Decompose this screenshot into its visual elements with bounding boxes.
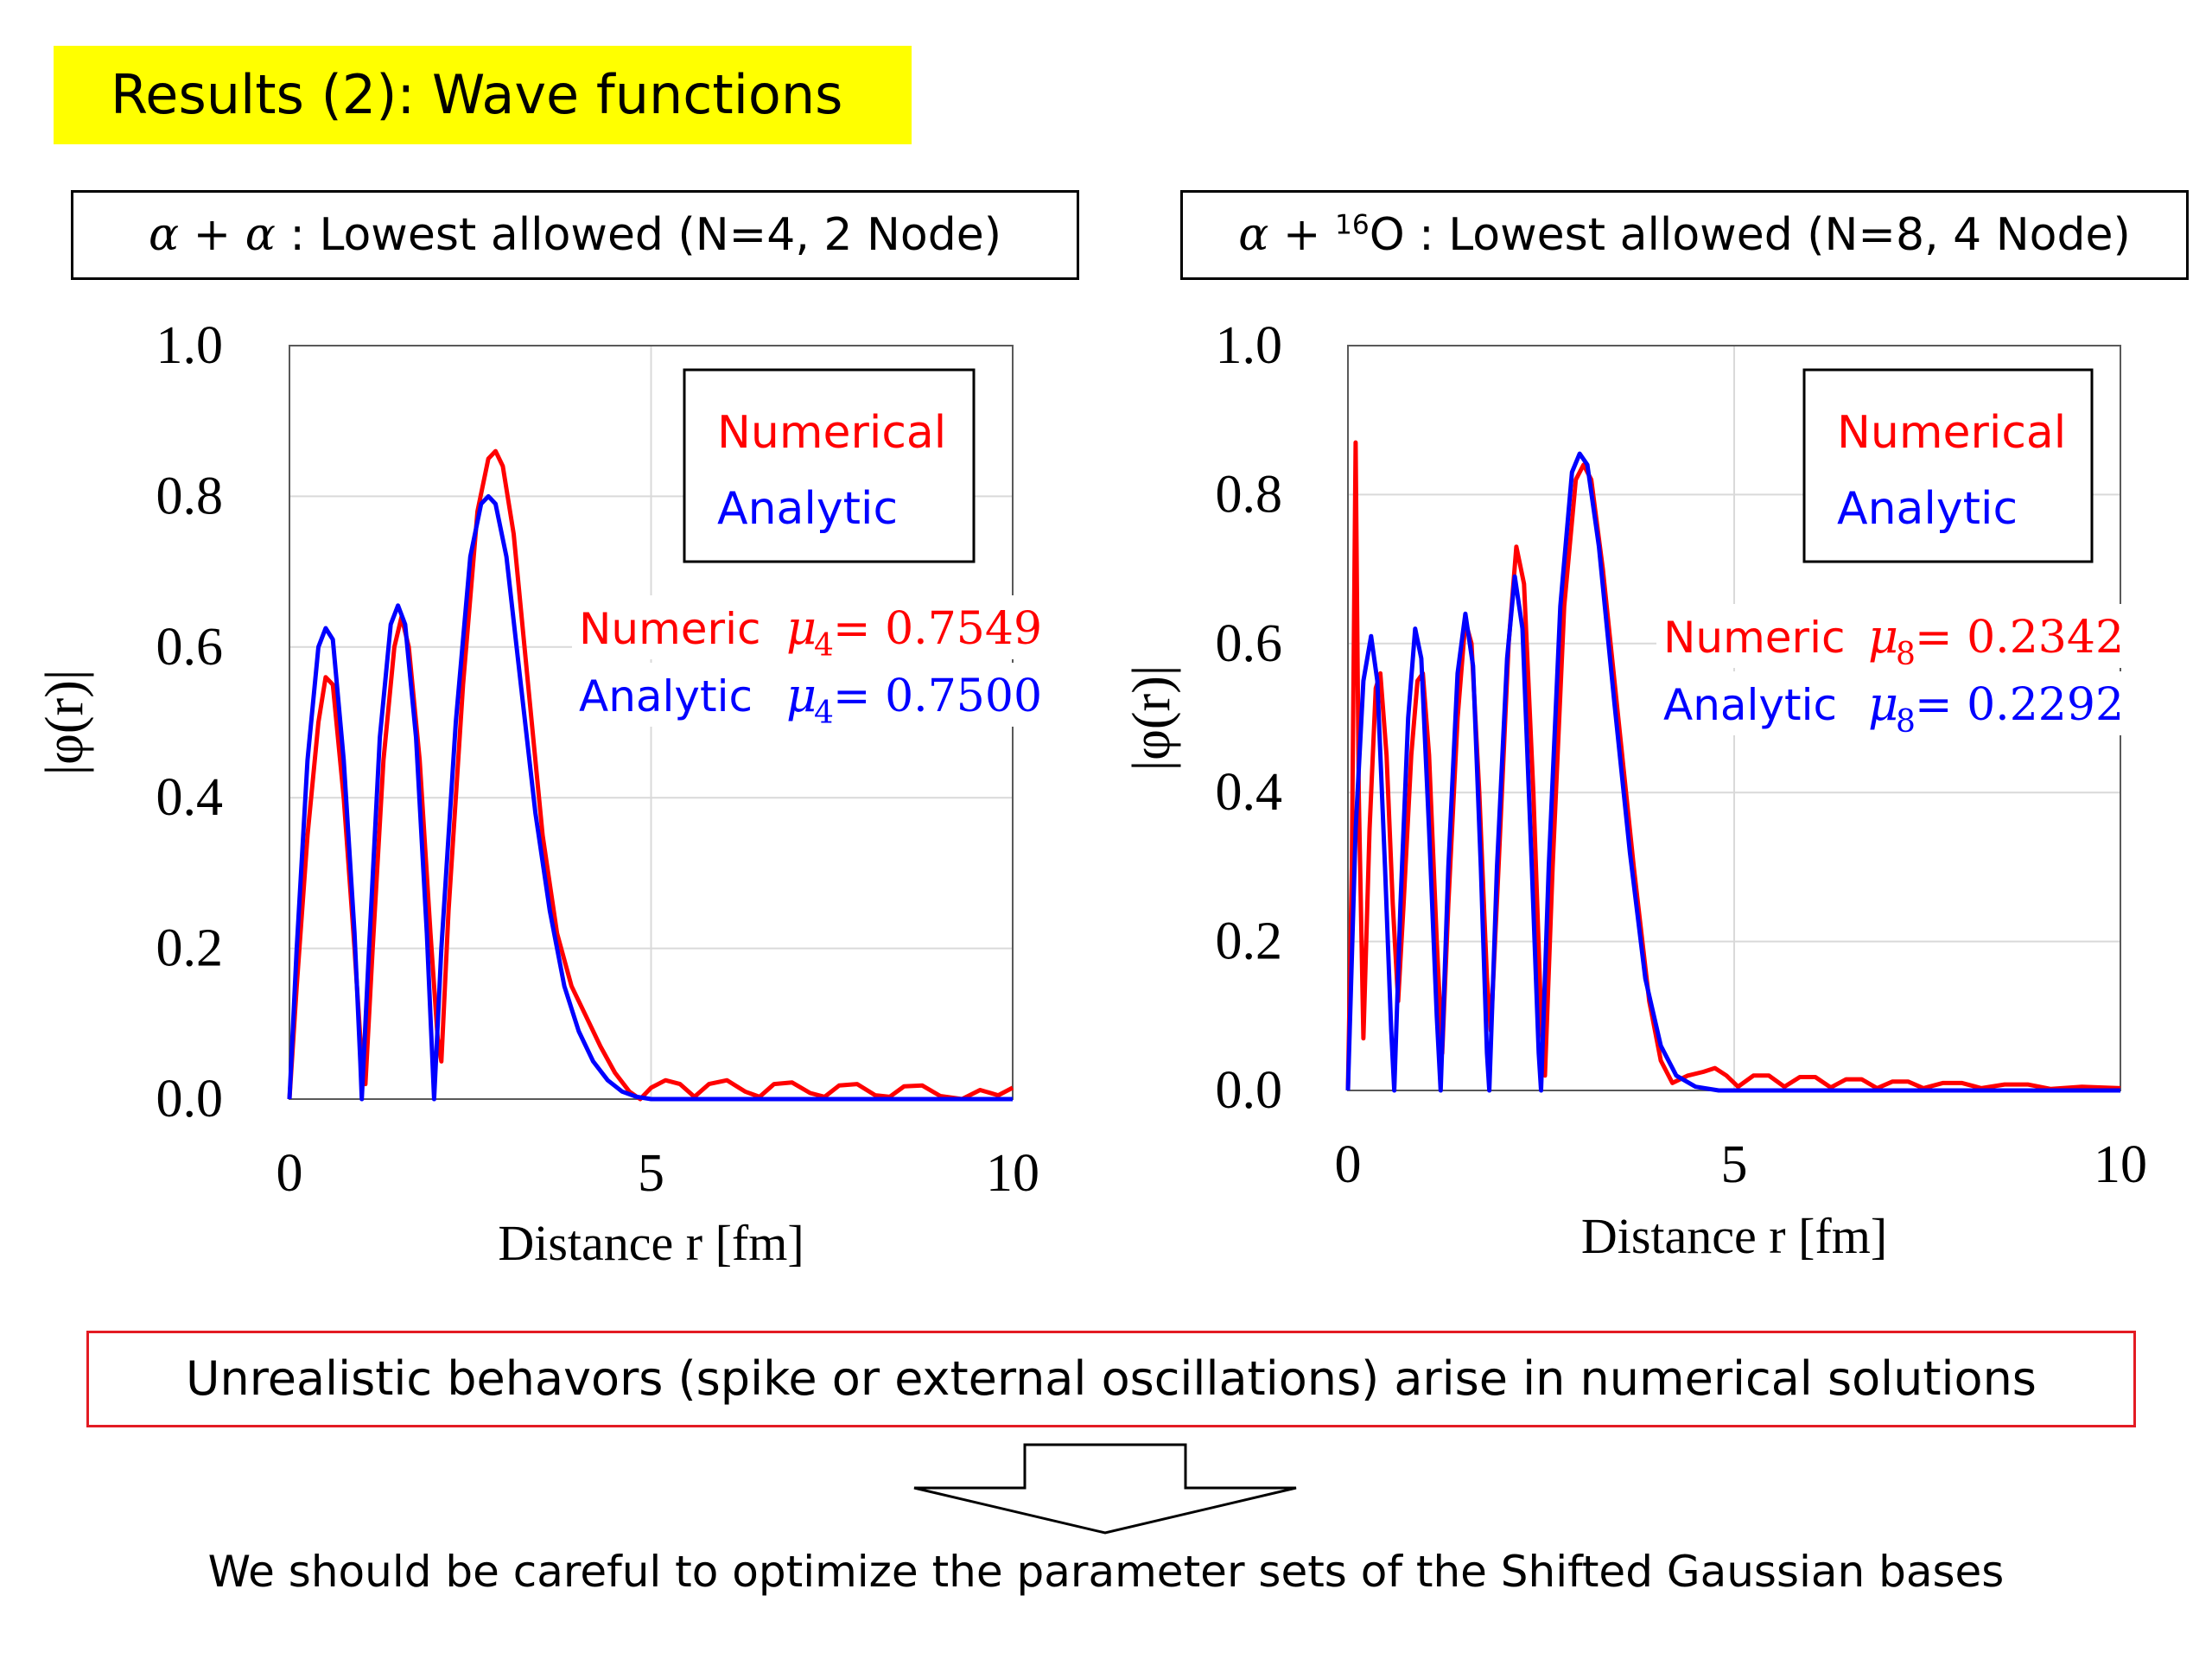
annotation-mu: μ [1868,677,1898,731]
x-tick-label: 0 [1335,1135,1362,1194]
annotation-background [1656,604,2175,668]
y-axis-label: |φ(r)| [1122,665,1181,772]
y-tick-label: 1.0 [156,316,224,375]
annotation-subscript: 8 [1896,637,1916,672]
annotation-background [572,595,1090,659]
chart-2: 0.0 0.2 0.4 0.6 0.8 1.0 0 5 10 Distance r [fm] |φ(… [1122,316,2175,1264]
caption-left-rest: : Lowest allowed (N=4, 2 Node) [275,209,1001,261]
x-axis-label: Distance r [fm] [1581,1208,1887,1264]
series-numerical [287,448,1014,1102]
y-tick-label: 0.2 [156,919,224,978]
x-tick-label: 0 [276,1144,303,1203]
legend-box [1802,368,2094,563]
caption-right-prefix: α + [1238,209,1335,261]
annotation-value: = 0.2342 [1915,612,2124,664]
legend-box [683,368,976,563]
annotation-mu: μ [786,668,817,722]
annotation-label: Analytic [1663,680,1837,730]
warning-note: Unrealistic behavors (spike or external … [86,1331,2136,1427]
y-tick-label: 0.0 [1216,1061,1283,1120]
x-tick-label: 10 [986,1144,1039,1203]
caption-right-superscript: 16 [1335,209,1370,241]
y-tick-label: 0.4 [1216,763,1283,822]
panel-caption-left: α + α : Lowest allowed (N=4, 2 Node) [71,190,1079,280]
panel-caption-right: α + 16O : Lowest allowed (N=8, 4 Node) [1180,190,2189,280]
caption-right-rest: O : Lowest allowed (N=8, 4 Node) [1369,209,2131,261]
conclusion-text: We should be careful to optimize the par… [207,1547,2005,1597]
legend-entry-numerical: Numerical [1837,407,2066,459]
x-axis-label: Distance r [fm] [498,1215,804,1271]
y-axis-label: |φ(r)| [35,670,94,776]
annotation-subscript: 4 [814,696,834,731]
series-analytic [1345,451,2120,1093]
annotation-label: Numeric [1663,613,1846,663]
annotation-background [572,663,1090,727]
series-analytic [287,493,1013,1102]
series-numerical [1345,440,2121,1091]
chart-1: 0.0 0.2 0.4 0.6 0.8 1.0 0 5 10 Distance r [fm] |φ(… [35,316,1090,1271]
caption-left-prefix: α + α [149,209,276,261]
y-tick-label: 0.2 [1216,912,1283,971]
legend-entry-analytic: Analytic [717,483,898,535]
annotation-background [1656,671,2175,735]
annotation-mu: μ [1868,609,1898,664]
x-tick-label: 5 [638,1144,664,1203]
annotation-value: = 0.7500 [833,671,1042,722]
y-tick-label: 0.8 [1216,465,1283,524]
y-tick-label: 0.8 [156,467,224,525]
annotation-value: = 0.7549 [833,603,1042,655]
legend-entry-analytic: Analytic [1837,483,2018,535]
annotation-value: = 0.2292 [1915,679,2124,731]
annotation-mu: μ [786,601,817,655]
annotation-subscript: 8 [1896,704,1916,740]
y-tick-label: 0.6 [1216,614,1283,673]
legend-entry-numerical: Numerical [717,407,946,459]
y-tick-label: 1.0 [1216,316,1283,375]
x-tick-label: 5 [1721,1135,1748,1194]
y-tick-label: 0.6 [156,618,224,677]
y-tick-label: 0.0 [156,1070,224,1128]
y-tick-label: 0.4 [156,768,224,827]
slide-title: Results (2): Wave functions [54,46,912,144]
x-tick-label: 10 [2094,1135,2147,1194]
annotation-subscript: 4 [814,628,834,664]
annotation-label: Numeric [579,604,761,654]
annotation-label: Analytic [579,671,753,721]
